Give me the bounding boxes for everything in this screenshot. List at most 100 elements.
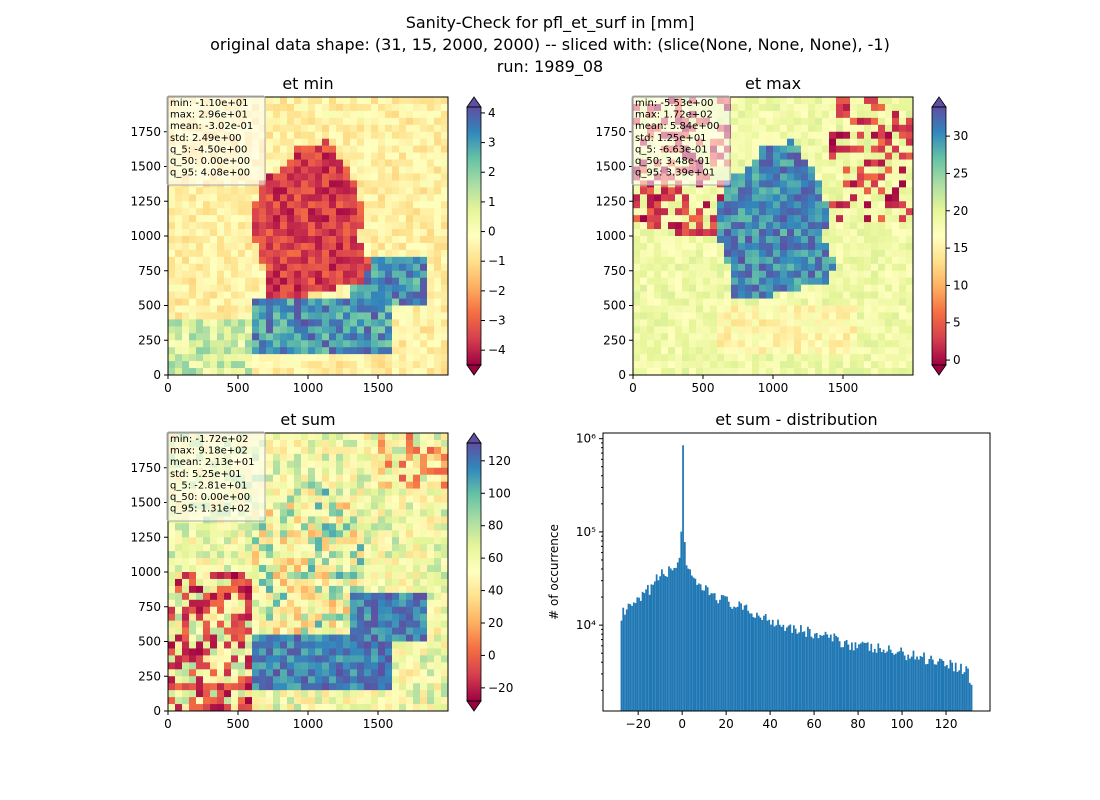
stats-box-frame [166,431,266,522]
colorbar-extend-min [466,364,482,376]
stats-line: min: -1.72e+02 [170,434,249,445]
histogram-bar [886,651,888,711]
histogram-bar [970,684,973,711]
stats-line: std: 5.25e+01 [170,469,242,480]
histogram-bar [921,656,924,711]
x-tick-label: 1500 [363,381,394,395]
histogram-bar [770,624,772,711]
histogram-bar [659,576,662,711]
histogram-bar [729,606,732,711]
stats-line: max: 9.18e+02 [170,446,248,457]
x-tick-label: 1000 [758,381,789,395]
histogram-bar [946,664,948,711]
histogram-bar [780,626,783,711]
histogram-bar [923,652,925,711]
histogram-bar [819,634,822,711]
x-tick-label: −20 [626,717,651,731]
histogram-bar [705,585,707,711]
histogram-bar [931,659,934,711]
histogram-bar [669,568,672,711]
histogram-bar [726,596,728,711]
histogram-bar [703,590,706,711]
x-tick-label: 0 [164,717,172,731]
histogram-bar [734,607,737,711]
histogram-bar [838,641,841,711]
histogram-bar [710,593,713,711]
histogram-bar [924,664,927,711]
x-tick-label: 80 [850,717,865,731]
y-tick-label: 1750 [130,461,161,475]
stats-line: mean: -3.02e-01 [170,121,253,132]
histogram-bar [657,580,660,711]
histogram-bar [930,655,932,711]
histogram-bar [690,575,693,711]
histogram-bar [815,632,818,711]
histogram-bar [960,663,962,711]
colorbar-extend-max [466,432,482,444]
histogram-bar [937,661,939,711]
histogram-bar [629,604,632,711]
y-tick-label: 1750 [130,125,161,139]
histogram-bar [865,642,867,711]
histogram-bar [917,659,920,711]
stats-line: q_95: 3.39e+01 [635,168,715,179]
histogram-bar [940,659,943,711]
stats-line: q_5: -6.63e-01 [635,144,708,155]
histogram-bar [833,633,836,711]
histogram-bar [912,650,915,711]
histogram-bar [706,587,709,711]
histogram-bar [752,617,755,711]
map-title: et min [282,74,333,93]
histogram-bar [884,652,887,711]
histogram-bar [671,570,674,711]
histogram-bar [879,648,881,711]
x-tick-label: 0 [629,381,637,395]
y-tick-label: 1500 [130,496,161,510]
y-tick-label: 250 [138,669,161,683]
colorbar: −4 −3 −2 −1 0 1 2 3 4 [466,96,506,376]
colorbar-extend-min [931,364,947,376]
histogram-bar [866,642,869,711]
histogram-bar [683,542,686,711]
colorbar-tick-label: 3 [488,136,496,150]
histogram-bar [692,577,695,711]
histogram-bar [756,612,758,711]
histogram-bar [828,637,830,711]
histogram-bar [852,650,855,711]
histogram-bar [675,567,677,711]
histogram-bar [661,569,663,711]
histogram-bar [875,652,878,711]
y-tick-label: 10⁴ [576,618,596,632]
histogram-bar [766,620,769,711]
histogram-frame [602,432,991,712]
histogram-bar [870,643,873,711]
histogram-bar [919,656,922,711]
histogram-bar [928,659,931,711]
histogram-bar [953,671,955,711]
histogram-bar [903,655,906,711]
histogram-bar [785,627,788,711]
histogram-bar [824,631,827,711]
x-tick-label: 0 [164,381,172,395]
histogram-bar [958,670,961,711]
histogram-bar [680,531,683,711]
histogram-bar [662,574,665,711]
histogram-bar [935,664,938,711]
histogram-bar [947,668,950,711]
colorbar-tick-label: 5 [953,316,961,330]
stats-line: mean: 2.13e+01 [170,457,254,468]
stats-line: min: -1.10e+01 [170,98,249,109]
histogram-bar [817,638,820,711]
x-tick-label: 500 [227,381,250,395]
histogram-bar [641,591,644,711]
histogram-bar [620,620,623,711]
histogram-bar [845,639,848,711]
colorbar-tick-label: 20 [953,204,968,218]
colorbar-tick-label: 60 [488,551,503,565]
histogram-bar [810,636,813,711]
histogram-bar [694,578,697,711]
colorbar-tick-label: 2 [488,165,496,179]
histogram-bar [847,644,850,711]
histogram-bar [907,654,910,711]
